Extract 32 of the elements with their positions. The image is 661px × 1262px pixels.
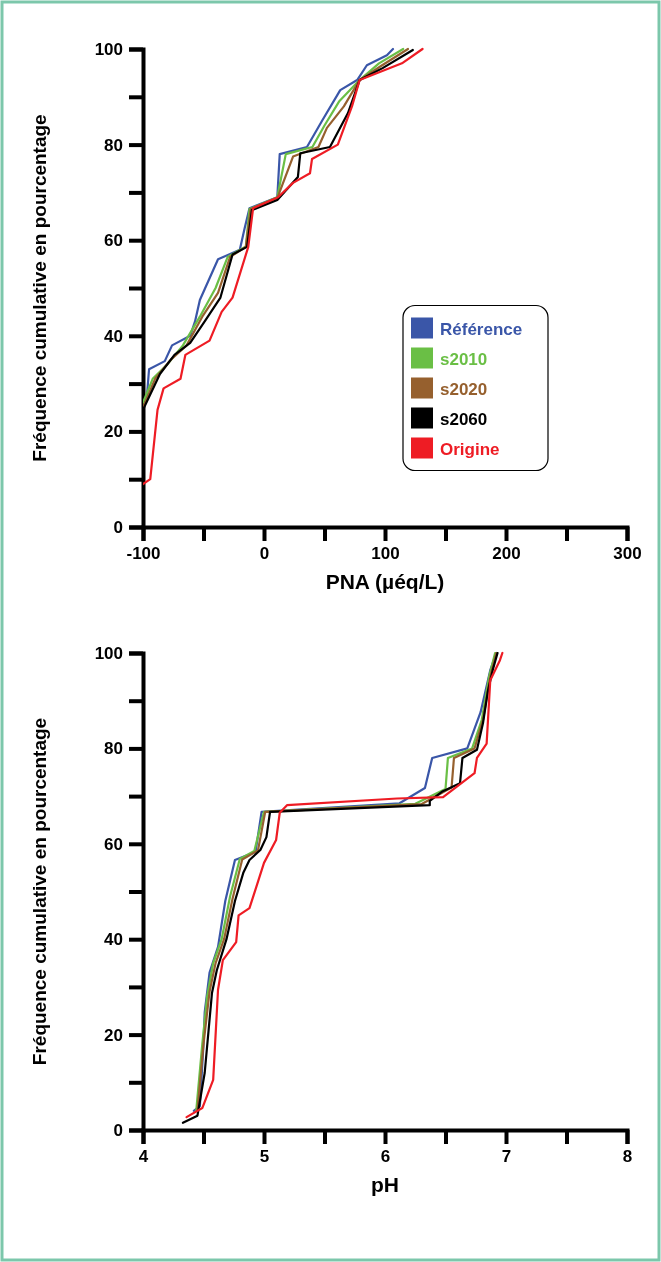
x-tick-label: 100 (371, 544, 400, 564)
y-tick-label: 0 (113, 1120, 123, 1140)
legend-label: Origine (440, 439, 500, 459)
x-tick-label: 7 (501, 1147, 512, 1167)
y-axis-title: Fréquence cumulative en pourcentage (29, 114, 50, 462)
y-tick-label: 40 (104, 326, 123, 346)
x-tick-label: 5 (259, 1147, 270, 1167)
y-tick-label: 20 (104, 422, 123, 442)
y-axis-title: Fréquence cumulative en pourcentage (29, 717, 50, 1066)
x-tick-label: 4 (138, 1147, 149, 1167)
legend-label: s2020 (440, 379, 488, 399)
x-tick-label: 0 (259, 544, 270, 564)
x-axis-title: pH (371, 1173, 399, 1196)
legend-label: s2060 (440, 409, 488, 429)
x-tick-label: 6 (380, 1147, 391, 1167)
y-tick-label: 100 (94, 643, 123, 663)
y-tick-label: 80 (104, 135, 123, 155)
x-tick-label: -100 (126, 544, 161, 564)
y-tick-label: 100 (94, 39, 123, 59)
y-tick-label: 60 (104, 834, 123, 854)
x-tick-label: 300 (613, 544, 642, 564)
y-tick-label: 60 (104, 231, 123, 251)
y-tick-label: 0 (113, 517, 123, 537)
x-tick-label: 200 (492, 544, 521, 564)
legend-label: s2010 (440, 349, 488, 369)
y-tick-label: 20 (104, 1025, 123, 1045)
legend-label: Référence (440, 319, 523, 339)
y-tick-label: 40 (104, 930, 123, 950)
line-series (143, 47, 424, 486)
x-axis-title: PNA (µéq/L) (325, 570, 445, 593)
y-tick-label: 80 (104, 739, 123, 759)
x-tick-label: 8 (622, 1147, 633, 1167)
